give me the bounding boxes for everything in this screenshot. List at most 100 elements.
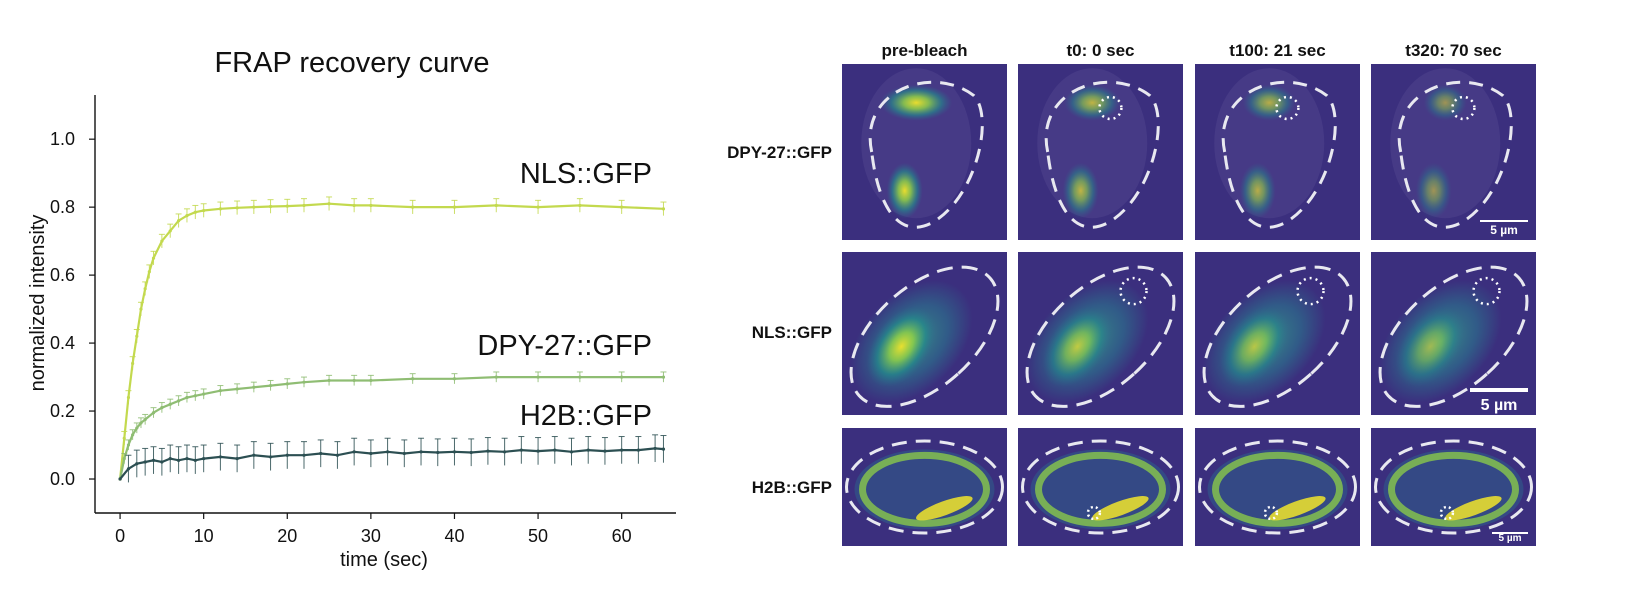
tile-image — [1371, 64, 1536, 240]
y-tick-label: 0.8 — [50, 197, 75, 217]
data-point — [252, 453, 256, 457]
data-point — [661, 447, 666, 451]
data-point — [486, 449, 490, 453]
microscopy-tile — [842, 428, 1007, 546]
bleach-roi — [1263, 505, 1279, 521]
nucleus-signal — [1395, 306, 1465, 387]
chromatin-bright — [1445, 496, 1502, 521]
microscopy-tile: 5 µm — [1371, 428, 1536, 546]
data-point — [235, 206, 239, 210]
data-point — [452, 377, 457, 381]
data-point — [218, 389, 222, 393]
data-point — [285, 453, 289, 457]
scale-bar-label: 5 µm — [1490, 223, 1518, 237]
x-tick-label: 30 — [361, 526, 381, 546]
signal-top — [1242, 84, 1296, 121]
chart-axes: 0 10 20 30 40 50 60 0.0 0.2 0.4 0.6 0.8 1.0 — [50, 95, 676, 546]
data-point — [369, 451, 373, 456]
data-point — [218, 455, 222, 459]
data-point — [536, 449, 540, 453]
scale-bar-label: 5 µm — [1498, 533, 1522, 544]
data-point — [319, 451, 323, 456]
data-point — [235, 457, 239, 461]
data-point — [131, 361, 135, 366]
series-dpy-27-gfp: DPY-27::GFP — [118, 330, 667, 481]
bleach-roi — [1439, 505, 1455, 521]
microscopy-tile — [842, 64, 1007, 240]
x-tick-label: 10 — [194, 526, 214, 546]
microscopy-tile: 5 µm — [1371, 252, 1536, 415]
data-point — [586, 448, 590, 452]
signal-bottom — [1062, 162, 1099, 219]
data-point — [402, 451, 406, 456]
tile-image — [1018, 64, 1183, 240]
microscopy-tile — [1195, 428, 1360, 546]
microscopy-tile — [1195, 64, 1360, 240]
data-point — [469, 450, 473, 455]
bleach-roi — [1098, 95, 1123, 121]
data-point — [131, 433, 135, 437]
data-point — [139, 307, 143, 311]
data-point — [193, 394, 197, 398]
chromatin-ring — [1388, 451, 1519, 527]
row-label: NLS::GFP — [751, 323, 832, 342]
scale-bar — [1470, 388, 1528, 392]
cell-outline — [845, 439, 1004, 535]
data-point — [385, 450, 390, 454]
x-tick-label: 20 — [277, 526, 297, 546]
cell-body — [1030, 449, 1171, 530]
data-point — [327, 202, 331, 206]
x-axis-label: time (sec) — [340, 549, 428, 571]
data-point — [352, 450, 356, 454]
data-point — [118, 477, 122, 481]
data-point — [452, 450, 457, 454]
data-point — [252, 385, 256, 389]
data-point — [185, 395, 189, 400]
data-point — [536, 205, 540, 209]
row-label: DPY-27::GFP — [727, 143, 832, 162]
data-point — [176, 219, 181, 223]
series-label: DPY-27::GFP — [477, 330, 652, 362]
data-point — [160, 406, 164, 410]
data-point — [452, 205, 457, 209]
y-axis-label: normalized intensity — [27, 215, 49, 392]
data-point — [352, 203, 356, 208]
data-point — [335, 453, 340, 457]
data-point — [151, 411, 156, 415]
data-point — [143, 460, 147, 464]
data-point — [578, 375, 582, 379]
series-label: H2B::GFP — [520, 400, 652, 432]
data-point — [185, 457, 189, 461]
microscopy-tile — [842, 252, 1007, 415]
column-label: pre-bleach — [881, 41, 968, 60]
series-label: NLS::GFP — [520, 158, 652, 190]
data-point — [126, 395, 131, 400]
data-point — [411, 205, 415, 209]
data-point — [235, 387, 239, 391]
data-point — [126, 467, 131, 471]
microscopy-tile — [1018, 252, 1183, 415]
signal-bottom — [1415, 162, 1452, 219]
data-point — [122, 436, 126, 440]
data-point — [536, 375, 540, 379]
cell-outline — [849, 265, 1000, 408]
cell-outline — [1397, 80, 1513, 229]
microscopy-tile — [1195, 252, 1360, 415]
nucleus-signal — [1042, 306, 1112, 387]
data-point — [569, 450, 574, 454]
cell-outline — [1021, 439, 1180, 535]
row-label: H2B::GFP — [751, 478, 832, 497]
cell-body — [1383, 449, 1524, 530]
signal-bottom — [1239, 162, 1276, 219]
scale-bar-label: 5 µm — [1480, 397, 1518, 414]
tile-image — [1371, 252, 1536, 415]
data-point — [302, 203, 306, 208]
data-point — [135, 426, 139, 430]
frap-chart: FRAP recovery curve 0 10 20 30 40 50 600.00.20… — [27, 47, 676, 571]
tile-image — [842, 428, 1007, 546]
tile-image — [1018, 428, 1183, 546]
signal-top — [880, 84, 953, 121]
data-point — [160, 460, 164, 464]
microscopy-tile: 5 µm — [1371, 64, 1536, 240]
data-point — [661, 207, 666, 211]
